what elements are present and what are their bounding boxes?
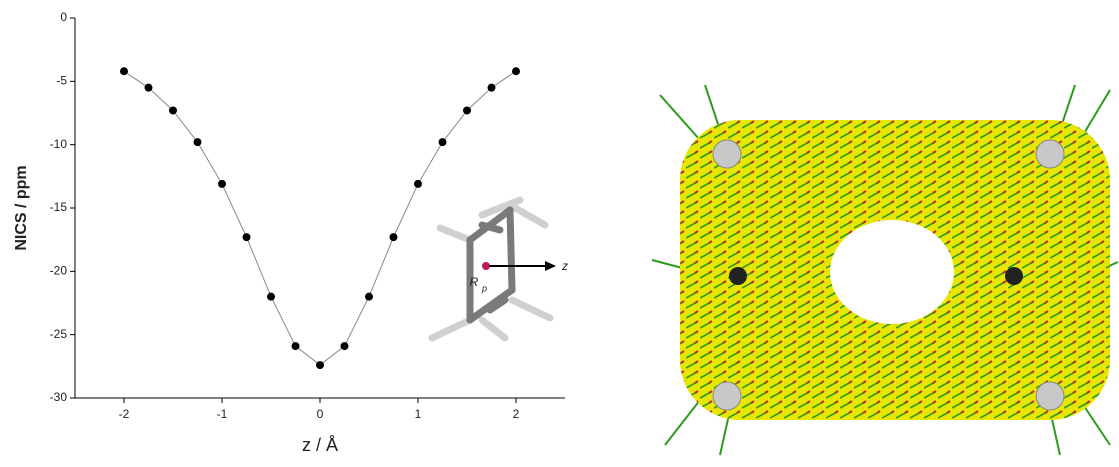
data-point bbox=[365, 293, 373, 301]
data-point bbox=[414, 180, 422, 188]
inset-molecule bbox=[432, 200, 556, 338]
x-tick-label: 1 bbox=[415, 407, 422, 421]
x-tick-label: -2 bbox=[119, 407, 130, 421]
current-density-image bbox=[652, 85, 1118, 455]
x-axis-label: z / Å bbox=[302, 435, 338, 455]
data-point bbox=[120, 67, 128, 75]
y-tick-label: -20 bbox=[50, 264, 68, 278]
data-point bbox=[512, 67, 520, 75]
data-point bbox=[316, 361, 324, 369]
data-point bbox=[145, 84, 153, 92]
annotation: z bbox=[561, 259, 568, 273]
y-axis-label: NICS / ppm bbox=[13, 165, 30, 250]
x-tick-label: 0 bbox=[317, 407, 324, 421]
data-point bbox=[439, 138, 447, 146]
data-line bbox=[124, 71, 516, 365]
data-point bbox=[218, 180, 226, 188]
x-tick-label: -1 bbox=[217, 407, 228, 421]
data-point bbox=[292, 342, 300, 350]
data-point bbox=[267, 293, 275, 301]
data-point bbox=[341, 342, 349, 350]
y-tick-label: -15 bbox=[50, 200, 68, 214]
y-tick-label: -5 bbox=[56, 74, 67, 88]
data-point bbox=[488, 84, 496, 92]
y-tick-label: 0 bbox=[60, 10, 67, 24]
data-point bbox=[169, 106, 177, 114]
y-tick-label: -10 bbox=[50, 137, 68, 151]
data-point bbox=[463, 106, 471, 114]
data-point bbox=[194, 138, 202, 146]
data-point bbox=[243, 233, 251, 241]
data-point bbox=[390, 233, 398, 241]
figure: R p z 0-5-10-15-20-25-30-2-1012z / ÅNICS… bbox=[0, 0, 1119, 462]
x-tick-label: 2 bbox=[513, 407, 520, 421]
annotation: p bbox=[481, 283, 487, 293]
y-tick-label: -30 bbox=[50, 390, 68, 404]
y-tick-label: -25 bbox=[50, 327, 68, 341]
annotation: R bbox=[470, 275, 479, 289]
